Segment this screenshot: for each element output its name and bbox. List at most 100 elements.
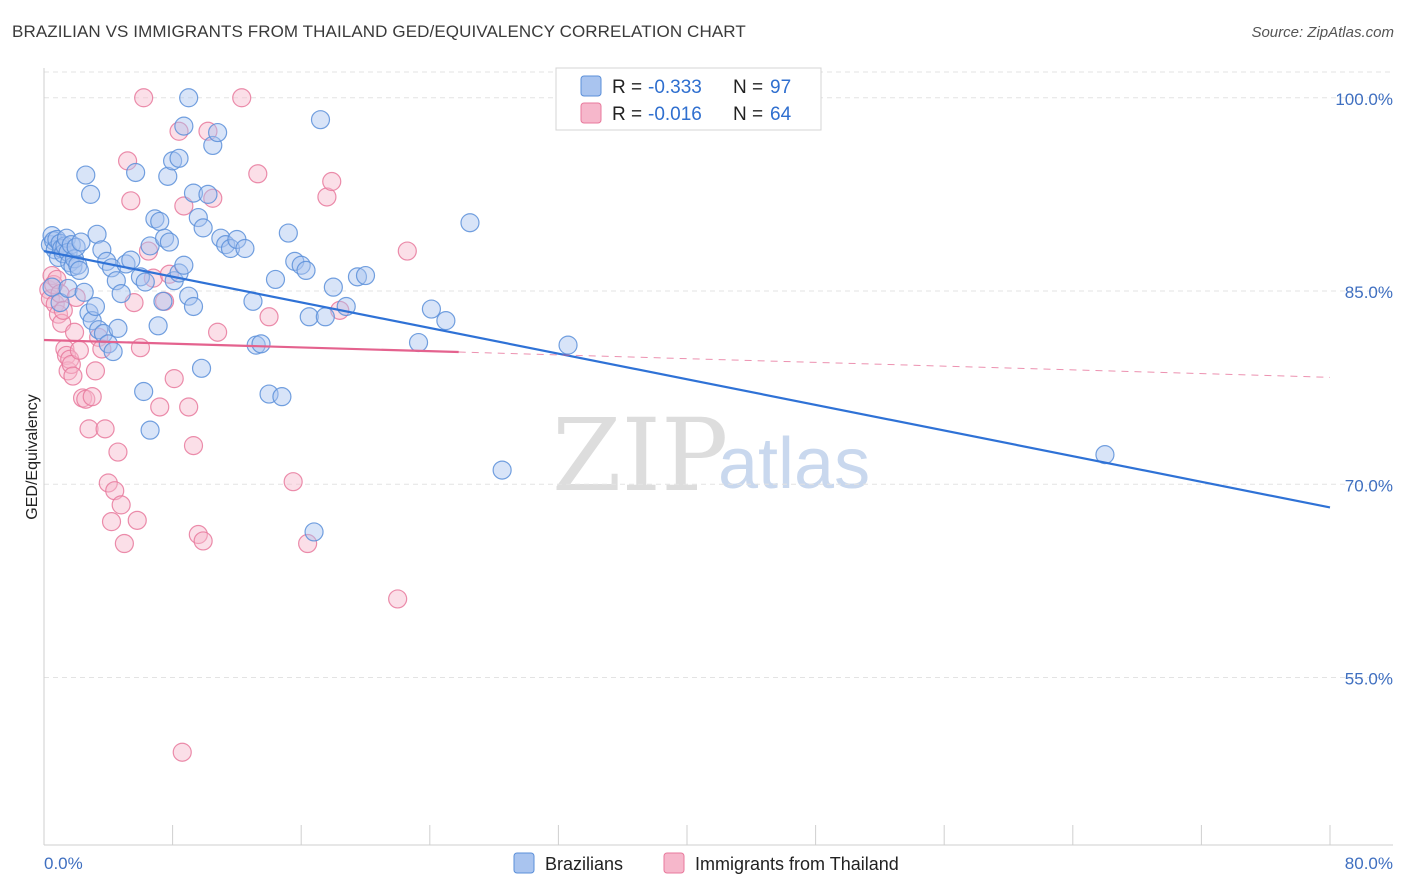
thailand-point (53, 300, 73, 320)
brazilian-point (203, 135, 223, 156)
brazilian-point (103, 341, 123, 362)
bottom-legend-swatch-thailand (663, 852, 685, 874)
thailand-point (111, 495, 131, 515)
thailand-point (105, 481, 125, 501)
brazilian-point (169, 148, 189, 168)
brazilian-point (558, 335, 578, 355)
x-tick-marks (43, 825, 1331, 845)
legend-swatch-brazilians (580, 75, 602, 97)
brazilian-point (58, 278, 78, 299)
brazilian-point (108, 318, 128, 338)
brazilian-point (347, 267, 368, 287)
brazilian-point (74, 282, 94, 302)
brazilian-point (42, 277, 62, 297)
legend-r-label-1: R = (612, 77, 642, 98)
thailand-point (98, 473, 118, 493)
brazilian-point (492, 460, 512, 480)
thailand-point (95, 419, 115, 439)
axes (43, 68, 1393, 846)
brazilian-point (135, 272, 155, 292)
brazilian-point (111, 283, 131, 304)
bottom-legend-swatch-brazilians (513, 852, 535, 874)
thailand-point (114, 533, 134, 554)
series-thailand-points (39, 88, 417, 762)
trend-line-thailand-dashed (458, 351, 1331, 378)
legend-n-label-1: N = (733, 77, 763, 98)
brazilian-point (140, 420, 160, 440)
thailand-point (193, 531, 213, 551)
y-tick-labels: 55.0% 70.0% 85.0% 100.0% (1335, 90, 1393, 689)
brazilian-point (150, 211, 170, 232)
thailand-point (121, 191, 141, 211)
brazilian-point (188, 207, 208, 228)
brazilian-point (71, 232, 91, 252)
brazilian-point (208, 122, 228, 143)
thailand-point (64, 322, 85, 342)
brazilian-point (126, 162, 146, 183)
brazilian-point (315, 307, 335, 327)
y-tick-label: 85.0% (1345, 283, 1393, 302)
thailand-point (63, 366, 83, 386)
watermark-atlas: atlas (718, 424, 870, 504)
brazilian-point (106, 271, 126, 291)
y-axis-title: GED/Equivalency (24, 394, 41, 519)
thailand-point (259, 307, 279, 327)
thailand-point (174, 196, 194, 216)
brazilian-point (193, 218, 213, 238)
thailand-point (108, 442, 128, 462)
brazilian-point (235, 238, 255, 259)
thailand-point (164, 369, 184, 389)
thailand-point (198, 121, 218, 141)
thailand-point (397, 241, 417, 261)
brazilian-point (179, 286, 199, 306)
brazilian-point (272, 387, 292, 407)
brazilian-point (198, 184, 218, 204)
chart-title: BRAZILIAN VS IMMIGRANTS FROM THAILAND GE… (12, 22, 746, 41)
thailand-point (172, 742, 192, 762)
brazilian-point (296, 260, 316, 281)
thailand-point (130, 338, 151, 358)
gridlines (44, 71, 1393, 679)
brazilian-point (323, 277, 343, 297)
watermark-zip: ZIP (552, 397, 728, 514)
bottom-legend-label-thailand: Immigrants from Thailand (695, 854, 899, 874)
brazilian-point (265, 269, 286, 290)
thailand-point (248, 164, 268, 184)
brazilian-point (159, 232, 179, 252)
thailand-point (134, 88, 154, 108)
legend-r-value-2: -0.016 (648, 104, 702, 125)
thailand-point (82, 387, 102, 407)
thailand-point (183, 436, 204, 456)
legend-n-value-2: 64 (770, 104, 792, 125)
brazilian-point (251, 334, 271, 354)
legend-r-label-2: R = (612, 104, 642, 125)
brazilian-point (355, 265, 376, 286)
brazilian-point (87, 224, 107, 244)
brazilian-point (436, 311, 456, 331)
stats-legend: R = -0.333 N = 97 R = -0.016 N = 64 (555, 67, 822, 131)
brazilian-point (134, 381, 154, 402)
thailand-point (150, 397, 170, 417)
y-tick-label: 70.0% (1345, 476, 1393, 495)
legend-swatch-thailand (580, 102, 602, 124)
y-tick-label: 55.0% (1345, 670, 1393, 689)
thailand-point (85, 361, 106, 381)
brazilian-point (421, 299, 442, 319)
series-brazilians-points (40, 88, 1115, 542)
brazilian-point (408, 332, 429, 353)
thailand-point (69, 340, 89, 360)
legend-n-value-1: 97 (770, 77, 791, 98)
legend-n-label-2: N = (733, 104, 763, 125)
thailand-point (79, 419, 99, 439)
thailand-point (101, 512, 122, 532)
thailand-point (317, 187, 337, 207)
brazilian-point (148, 316, 168, 336)
brazilian-point (153, 291, 173, 311)
legend-r-value-1: -0.333 (648, 77, 702, 98)
thailand-point (322, 171, 342, 192)
brazilian-point (183, 183, 204, 203)
source-label: Source: ZipAtlas.com (1251, 24, 1394, 41)
thailand-point (72, 388, 93, 408)
brazilian-point (299, 307, 319, 327)
